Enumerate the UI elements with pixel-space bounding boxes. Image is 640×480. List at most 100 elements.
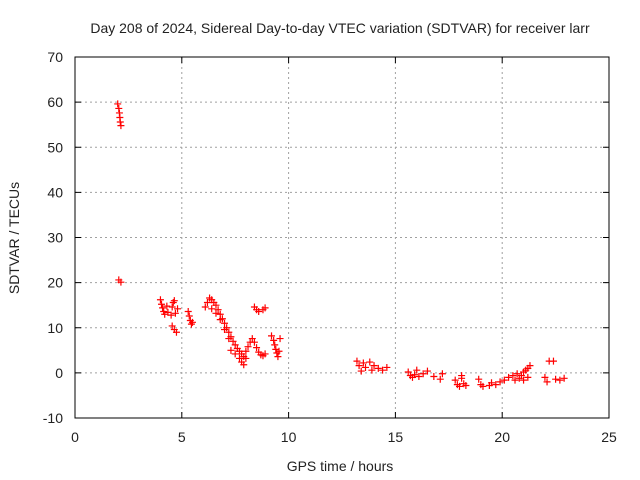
data-point xyxy=(242,347,250,355)
axis-ticks: 0 5 10 15 20 25 -10 0 10 20 30 40 50 60 70 xyxy=(43,49,617,445)
data-point xyxy=(524,373,532,381)
data-point xyxy=(404,368,412,376)
y-tick-label: 50 xyxy=(47,139,63,155)
data-point xyxy=(415,372,423,380)
x-tick-label: 25 xyxy=(601,429,617,445)
data-point xyxy=(541,373,549,381)
data-point xyxy=(225,328,233,336)
data-point xyxy=(275,347,283,355)
data-point xyxy=(242,354,250,362)
data-point xyxy=(156,296,164,304)
data-point xyxy=(543,378,551,386)
data-point xyxy=(411,371,419,379)
data-point xyxy=(255,308,263,316)
data-point xyxy=(520,376,528,384)
data-point xyxy=(413,366,421,374)
data-point xyxy=(184,308,192,316)
data-point xyxy=(214,306,222,314)
data-point xyxy=(455,382,463,390)
data-point xyxy=(208,305,216,313)
data-point xyxy=(227,346,235,354)
data-point xyxy=(253,344,261,352)
y-tick-label: 60 xyxy=(47,94,63,110)
y-tick-label: 70 xyxy=(47,49,63,65)
data-point xyxy=(271,341,279,349)
data-point xyxy=(515,374,523,382)
data-point xyxy=(379,366,387,374)
data-point xyxy=(172,328,180,336)
y-tick-label: 10 xyxy=(47,320,63,336)
grid xyxy=(75,57,609,418)
data-point xyxy=(240,361,248,369)
y-tick-label: 30 xyxy=(47,230,63,246)
y-tick-label: 0 xyxy=(55,365,63,381)
data-point xyxy=(117,278,125,286)
data-point xyxy=(500,376,508,384)
data-point xyxy=(231,341,239,349)
data-point xyxy=(115,104,123,112)
data-point xyxy=(276,335,284,343)
data-point xyxy=(168,322,176,330)
data-point xyxy=(169,298,177,306)
data-point xyxy=(170,297,178,305)
data-point xyxy=(158,300,166,308)
data-point xyxy=(212,309,220,317)
data-point xyxy=(438,370,446,378)
data-point xyxy=(488,379,496,387)
data-point xyxy=(261,350,269,358)
data-point xyxy=(188,318,196,326)
y-tick-label: -10 xyxy=(43,410,63,426)
data-point xyxy=(423,367,431,375)
data-point xyxy=(272,345,280,353)
data-point xyxy=(163,302,171,310)
x-tick-label: 15 xyxy=(388,429,404,445)
x-tick-label: 0 xyxy=(71,429,79,445)
data-point xyxy=(229,337,237,345)
data-point xyxy=(462,382,470,390)
data-point xyxy=(203,298,211,306)
data-point xyxy=(244,343,252,351)
data-point xyxy=(383,363,391,371)
data-point xyxy=(479,382,487,390)
data-point xyxy=(221,326,229,334)
data-point xyxy=(475,375,483,383)
x-tick-label: 5 xyxy=(178,429,186,445)
data-point xyxy=(174,305,182,313)
data-point xyxy=(458,372,466,380)
data-point xyxy=(361,363,369,371)
data-point xyxy=(366,358,374,366)
data-point xyxy=(419,370,427,378)
data-point xyxy=(250,338,258,346)
data-point xyxy=(167,311,175,319)
data-point xyxy=(353,357,361,365)
data-point xyxy=(374,364,382,372)
y-axis-label: SDTVAR / TECUs xyxy=(6,182,22,294)
data-point xyxy=(355,362,363,370)
data-point xyxy=(201,303,209,311)
data-point xyxy=(549,357,557,365)
data-point xyxy=(496,378,504,386)
data-point xyxy=(117,122,125,130)
data-point xyxy=(430,372,438,380)
data-point xyxy=(248,335,256,343)
data-point xyxy=(261,304,269,312)
data-point xyxy=(187,320,195,328)
data-point xyxy=(436,375,444,383)
y-tick-label: 20 xyxy=(47,275,63,291)
data-point xyxy=(225,335,233,343)
data-point xyxy=(359,359,367,367)
chart-title: Day 208 of 2024, Sidereal Day-to-day VTE… xyxy=(90,20,590,36)
data-point xyxy=(116,118,124,126)
data-point xyxy=(268,332,276,340)
data-point xyxy=(270,336,278,344)
data-point xyxy=(221,319,229,327)
data-point xyxy=(114,100,122,108)
data-point xyxy=(231,350,239,358)
data-series xyxy=(114,100,568,390)
data-point xyxy=(357,367,365,375)
y-tick-label: 40 xyxy=(47,184,63,200)
data-point xyxy=(552,375,560,383)
data-point xyxy=(216,316,224,324)
data-point xyxy=(212,301,220,309)
